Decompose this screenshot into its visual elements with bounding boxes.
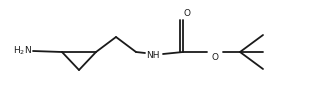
Text: NH: NH	[146, 51, 160, 61]
Text: O: O	[184, 8, 191, 17]
Text: H$_2$N: H$_2$N	[12, 45, 32, 57]
Text: O: O	[211, 52, 219, 61]
